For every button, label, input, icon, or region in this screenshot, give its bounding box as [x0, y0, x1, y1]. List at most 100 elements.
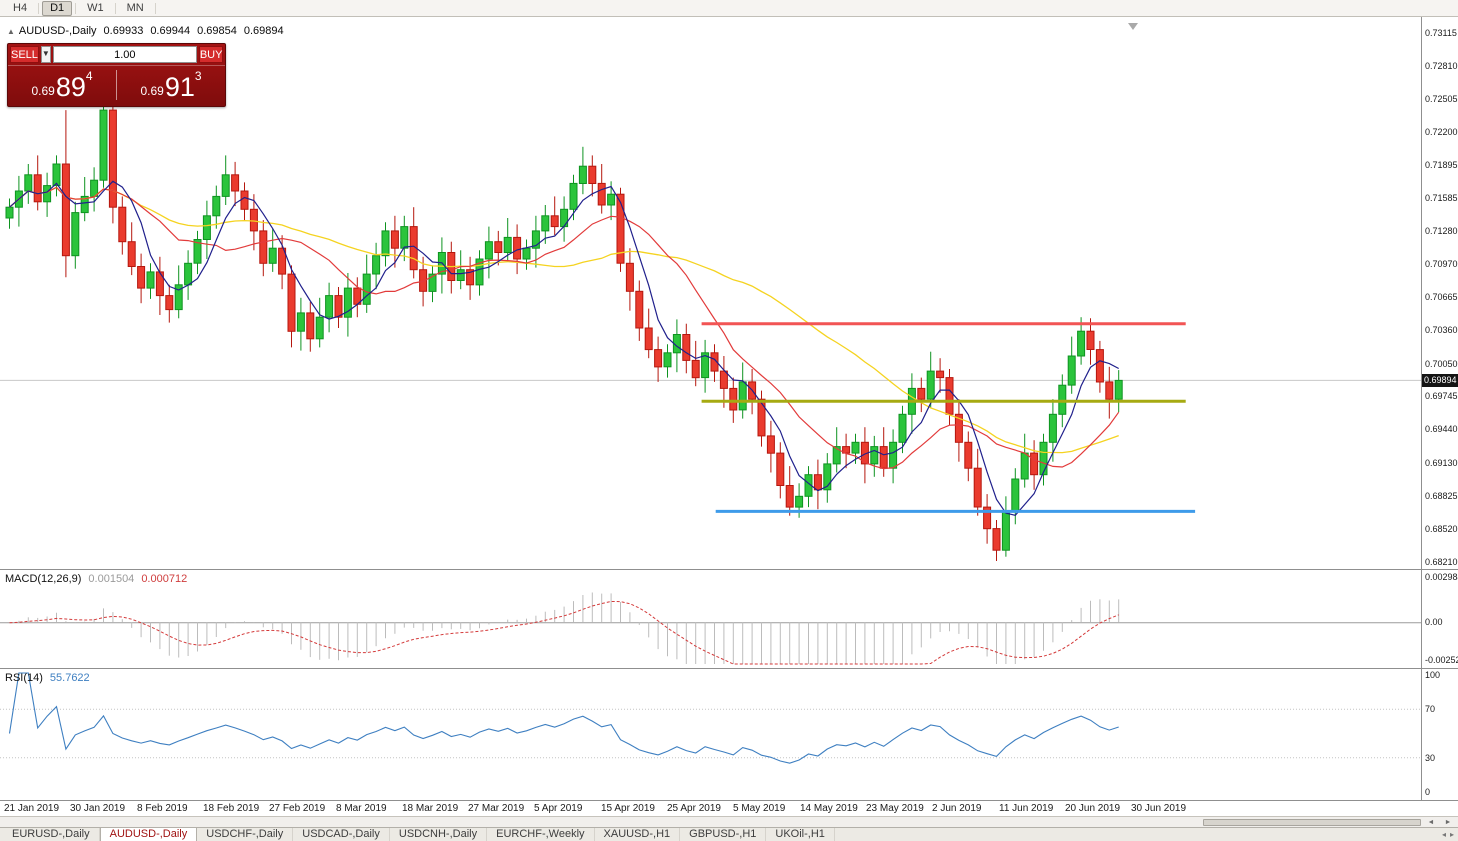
- date-axis-label: 11 Jun 2019: [999, 803, 1054, 814]
- price-axis-label: 0.70665: [1425, 292, 1458, 302]
- date-axis-label: 18 Feb 2019: [203, 803, 260, 814]
- macd-axis-label: -0.002529: [1425, 655, 1458, 665]
- timeframe-button-h4[interactable]: H4: [13, 1, 28, 14]
- tab-ukoil-h1[interactable]: UKOil-,H1: [766, 828, 835, 841]
- tab-usdcad-daily[interactable]: USDCAD-,Daily: [293, 828, 390, 841]
- macd-name: MACD(12,26,9): [5, 573, 82, 585]
- price-axis-label: 0.68520: [1425, 524, 1458, 534]
- tab-arrows: ◂ ▸: [1438, 828, 1454, 841]
- price-divider: [116, 70, 117, 100]
- ohlc-low: 0.69854: [197, 25, 237, 37]
- date-axis-label: 23 May 2019: [866, 803, 924, 814]
- sell-button[interactable]: SELL: [10, 46, 39, 63]
- date-axis-label: 25 Apr 2019: [667, 803, 721, 814]
- chart-tabs: EURUSD-,Daily AUDUSD-,Daily USDCHF-,Daily U…: [0, 828, 1458, 841]
- volume-input[interactable]: [52, 46, 197, 63]
- price-axis-label: 0.72200: [1425, 127, 1458, 137]
- price-axis-label: 0.72810: [1425, 61, 1458, 71]
- sell-price-big: 89: [55, 72, 86, 102]
- tab-usdcnh-daily[interactable]: USDCNH-,Daily: [390, 828, 488, 841]
- price-axis-label: 0.68210: [1425, 557, 1458, 567]
- buy-price-big: 91: [164, 72, 195, 102]
- volume-dropdown-button[interactable]: ▼: [40, 46, 51, 63]
- toolbar-separator: [114, 2, 116, 14]
- ohlc-high: 0.69944: [150, 25, 191, 37]
- buy-price-button[interactable]: 0.69 91 3: [117, 66, 225, 104]
- rsi-label: RSI(14) 55.7622: [5, 672, 90, 684]
- scrollbar-thumb[interactable]: [1203, 819, 1421, 826]
- date-axis-label: 5 May 2019: [733, 803, 786, 814]
- toolbar-separator: [154, 2, 156, 14]
- tab-audusd-daily[interactable]: AUDUSD-,Daily: [99, 828, 198, 841]
- macd-axis-label: 0.002984: [1425, 572, 1458, 582]
- macd-plot[interactable]: [0, 570, 1421, 668]
- timeframe-button-w1[interactable]: W1: [87, 1, 104, 14]
- timeframe-button-d1[interactable]: D1: [42, 0, 73, 16]
- rsi-axis-label: 70: [1425, 704, 1436, 714]
- price-axis-label: 0.69745: [1425, 391, 1458, 401]
- price-axis-label: 0.70050: [1425, 359, 1458, 369]
- current-price-tag: 0.69894: [1422, 374, 1458, 387]
- date-axis-label: 5 Apr 2019: [534, 803, 583, 814]
- date-axis-label: 8 Feb 2019: [137, 803, 188, 814]
- date-axis-label: 8 Mar 2019: [336, 803, 387, 814]
- price-axis-label: 0.68825: [1425, 491, 1458, 501]
- tab-xauusd-h1[interactable]: XAUUSD-,H1: [595, 828, 681, 841]
- symbol-name: AUDUSD-,Daily: [18, 25, 97, 37]
- date-axis-label: 27 Feb 2019: [269, 803, 326, 814]
- buy-button[interactable]: BUY: [198, 46, 224, 63]
- price-axis-label: 0.69130: [1425, 458, 1458, 468]
- tab-scroll-left-button[interactable]: ◂: [1441, 830, 1446, 839]
- tab-scroll-right-button[interactable]: ▸: [1449, 830, 1454, 839]
- horizontal-scrollbar[interactable]: ◄ ►: [0, 816, 1458, 827]
- rsi-plot[interactable]: [0, 669, 1421, 800]
- tab-eurchf-weekly[interactable]: EURCHF-,Weekly: [487, 828, 595, 841]
- price-axis: 0.69894 0.73115 0.72810 0.72505 0.72200 0.71…: [1421, 17, 1458, 569]
- chart-icon: ▲: [7, 27, 15, 36]
- scroll-left-button[interactable]: ◄: [1427, 819, 1435, 826]
- toolbar-separator: [38, 2, 40, 14]
- date-axis-label: 27 Mar 2019: [468, 803, 525, 814]
- price-axis-label: 0.71280: [1425, 226, 1458, 236]
- rsi-name: RSI(14): [5, 672, 43, 684]
- price-axis-label: 0.71895: [1425, 160, 1458, 170]
- rsi-value: 55.7622: [49, 672, 90, 684]
- ohlc-close: 0.69894: [243, 25, 284, 37]
- date-axis-label: 20 Jun 2019: [1065, 803, 1121, 814]
- timeframe-toolbar: H4 D1 W1 MN: [0, 0, 1458, 17]
- rsi-axis-label: 100: [1425, 670, 1441, 680]
- macd-axis-label: 0.00: [1425, 617, 1443, 627]
- date-axis-label: 30 Jun 2019: [1131, 803, 1187, 814]
- tab-usdchf-daily[interactable]: USDCHF-,Daily: [197, 828, 294, 841]
- tab-gbpusd-h1[interactable]: GBPUSD-,H1: [680, 828, 767, 841]
- timeframe-button-mn[interactable]: MN: [126, 1, 144, 14]
- rsi-axis: 100 70 30 0: [1421, 669, 1458, 800]
- buy-price-base: 0.69: [140, 84, 164, 98]
- candlestick-chart[interactable]: [0, 17, 1421, 568]
- price-axis-label: 0.73115: [1425, 28, 1457, 38]
- date-axis-label: 21 Jan 2019: [4, 803, 60, 814]
- toolbar-separator: [75, 2, 77, 14]
- price-axis-label: 0.71585: [1425, 193, 1458, 203]
- macd-label: MACD(12,26,9) 0.001504 0.000712: [5, 573, 187, 585]
- chart-tab-bar: EURUSD-,Daily AUDUSD-,Daily USDCHF-,Daily U…: [0, 827, 1458, 841]
- tab-eurusd-daily[interactable]: EURUSD-,Daily: [3, 828, 100, 841]
- chart-panel: ▲ AUDUSD-,Daily 0.69933 0.69944 0.69854 0.698…: [0, 17, 1458, 569]
- scroll-right-button[interactable]: ►: [1444, 819, 1452, 826]
- macd-main-value: 0.001504: [88, 573, 135, 585]
- price-axis-label: 0.72505: [1425, 94, 1458, 104]
- price-axis-label: 0.69440: [1425, 424, 1458, 434]
- price-axis-label: 0.70970: [1425, 259, 1458, 269]
- date-axis-label: 30 Jan 2019: [70, 803, 126, 814]
- sell-price-button[interactable]: 0.69 89 4: [8, 66, 116, 104]
- macd-signal-value: 0.000712: [141, 573, 188, 585]
- rsi-axis-label: 0: [1425, 787, 1431, 797]
- date-axis-label: 18 Mar 2019: [402, 803, 459, 814]
- macd-axis: 0.002984 0.00 -0.002529: [1421, 570, 1458, 668]
- rsi-panel: RSI(14) 55.7622 100 70 30 0: [0, 668, 1458, 800]
- rsi-axis-label: 30: [1425, 753, 1436, 763]
- ohlc-open: 0.69933: [103, 25, 144, 37]
- chart-shift-marker[interactable]: [1128, 23, 1138, 30]
